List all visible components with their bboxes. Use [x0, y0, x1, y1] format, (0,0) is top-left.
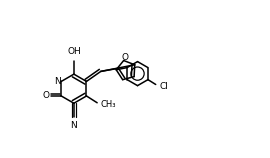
Text: N: N — [55, 77, 61, 86]
Text: Cl: Cl — [159, 82, 168, 91]
Text: O: O — [121, 52, 128, 61]
Text: OH: OH — [67, 47, 81, 56]
Text: CH₃: CH₃ — [101, 100, 116, 109]
Text: N: N — [70, 121, 77, 130]
Text: O: O — [42, 91, 49, 100]
